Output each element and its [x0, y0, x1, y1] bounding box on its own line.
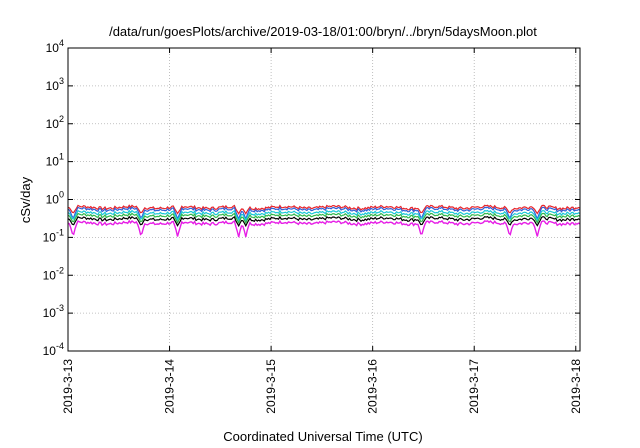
y-tick-label: 100 [46, 190, 64, 207]
y-tick-label: 10-3 [43, 303, 64, 320]
x-tick-label: 2019-3-16 [366, 359, 380, 414]
series-line [67, 212, 581, 225]
y-tick-label: 103 [46, 76, 64, 93]
series-line [67, 206, 581, 221]
x-tick-label: 2019-3-13 [61, 359, 75, 414]
x-tick-label: 2019-3-14 [163, 359, 177, 414]
y-tick-label: 10-2 [43, 265, 64, 282]
series-line [67, 215, 581, 228]
x-axis-label: Coordinated Universal Time (UTC) [223, 429, 422, 444]
series-line [67, 204, 581, 215]
x-axis: 2019-3-13 2019-3-14 2019-3-15 2019-3-16 2019… [61, 48, 583, 414]
grid [68, 48, 580, 351]
x-tick-label: 2019-3-18 [569, 359, 583, 414]
y-tick-label: 104 [46, 38, 64, 55]
y-axis: 10-4 10-3 10-2 10-1 100 101 102 103 104 [43, 38, 580, 358]
y-axis-label: cSv/day [18, 176, 33, 223]
series-group [67, 204, 581, 238]
chart-title: /data/run/goesPlots/archive/2019-03-18/0… [109, 24, 537, 39]
series-line [67, 209, 581, 222]
y-tick-label: 101 [46, 152, 64, 169]
series-line [67, 219, 581, 238]
y-tick-label: 102 [46, 114, 64, 131]
x-tick-label: 2019-3-15 [264, 359, 278, 414]
y-tick-label: 10-1 [43, 227, 64, 244]
x-tick-label: 2019-3-17 [467, 359, 481, 414]
y-tick-label: 10-4 [43, 341, 64, 358]
